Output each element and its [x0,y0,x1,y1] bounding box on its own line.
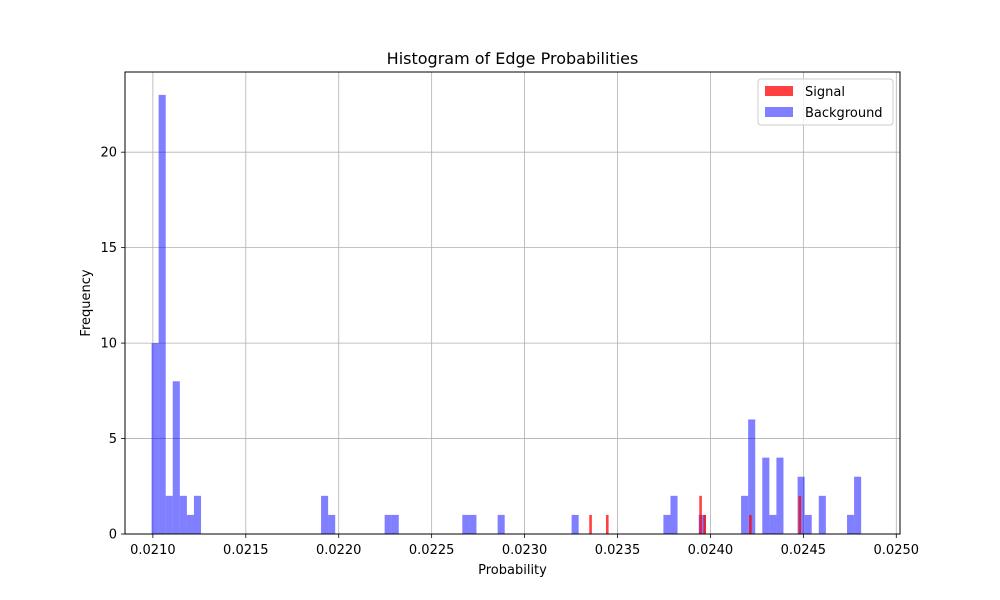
background-bar [158,94,166,534]
legend-label-signal: Signal [805,85,845,100]
histogram-bars [151,94,862,534]
background-bar [497,514,505,534]
x-tick-label: 0.0220 [316,543,362,558]
y-tick-label: 10 [100,337,117,352]
background-bar [762,457,770,534]
x-tick-label: 0.0235 [595,543,641,558]
signal-bar [798,495,802,534]
background-bar [469,514,477,534]
signal-bar [589,514,592,534]
background-bar [165,495,173,534]
background-bar [172,381,180,534]
y-tick-label: 15 [100,241,117,256]
background-bar [804,514,812,534]
legend-swatch-background [765,107,793,117]
legend-swatch-signal [765,86,793,96]
x-tick-label: 0.0250 [874,543,920,558]
x-tick-label: 0.0240 [688,543,734,558]
background-bar [391,514,399,534]
x-tick-label: 0.0245 [781,543,827,558]
x-tick-label: 0.0225 [409,543,455,558]
x-tick-label: 0.0215 [223,543,269,558]
background-bar [193,495,202,534]
background-bar [186,514,194,534]
background-bar [670,495,678,534]
y-tick-label: 0 [109,528,117,543]
chart-title: Histogram of Edge Probabilities [387,49,639,68]
background-bar [663,514,671,534]
background-bar [776,457,784,534]
signal-bar [605,514,609,534]
y-tick-label: 20 [100,146,117,161]
background-bar [151,343,159,534]
background-bar [571,514,579,534]
y-axis-label: Frequency [79,269,94,336]
background-bar [818,495,826,534]
y-tick-label: 5 [109,432,117,447]
background-bar [328,514,336,534]
x-axis-label: Probability [478,563,547,578]
signal-bar [703,514,706,534]
background-bar [698,514,706,534]
plot-frame [124,71,901,535]
background-bar [748,419,756,534]
background-bar [854,476,862,534]
axis-ticks: 0.0210 0.0215 0.0220 0.0225 0.0230 0.0235 0.02… [100,146,919,558]
background-bar [847,514,855,534]
x-tick-label: 0.0230 [502,543,548,558]
background-bar [769,514,777,534]
background-bar [321,495,329,534]
background-bar [384,514,392,534]
x-tick-label: 0.0210 [130,543,176,558]
legend: Signal Background [757,78,894,126]
background-bar [179,495,187,534]
legend-label-background: Background [805,106,883,121]
signal-bar [699,495,702,534]
signal-bar [749,514,752,534]
background-bar [741,495,749,534]
background-bar [462,514,470,534]
